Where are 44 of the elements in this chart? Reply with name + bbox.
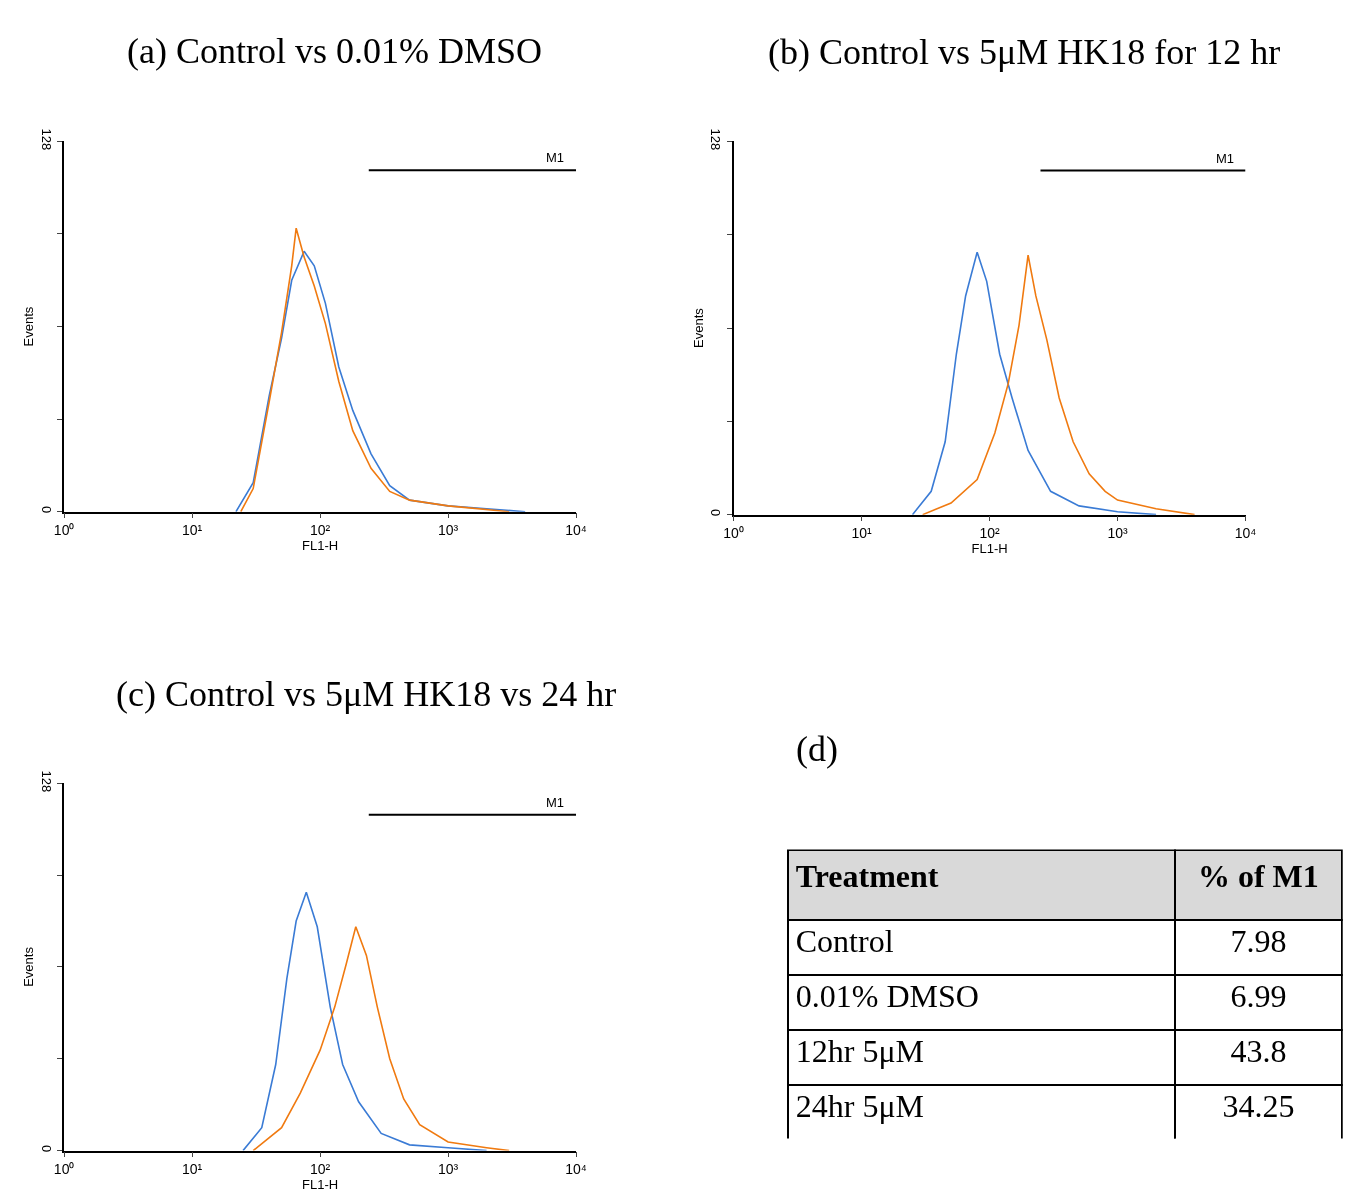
series-label: M1 (546, 150, 565, 165)
text: Treatment (795, 858, 939, 895)
y-tick-label: 0 (38, 506, 54, 514)
x-tick-label: 10³ (1107, 525, 1128, 542)
x-tick-label: 10² (979, 525, 1001, 542)
x-tick-label: 10⁰ (53, 522, 75, 539)
category-label: 0.01% DMSO (795, 978, 979, 1015)
x-axis-title: FL1-H (302, 1177, 339, 1193)
x-tick-label: 10³ (437, 522, 459, 539)
x-tick-label: 10¹ (182, 522, 203, 539)
series-label: M1 (1216, 151, 1235, 166)
y-tick-label: 128 (38, 770, 54, 793)
category-label: 12hr 5μM (795, 1033, 924, 1070)
x-axis-title: FL1-H (302, 538, 339, 554)
x-tick-label: 10⁰ (53, 1161, 75, 1178)
y-axis-title: Events (21, 946, 37, 987)
text: 34.25 (1222, 1088, 1295, 1125)
category-label: 24hr 5μM (795, 1088, 924, 1125)
category-label: Control (795, 923, 894, 960)
x-tick-label: 10² (309, 1161, 331, 1178)
x-tick-label: 10⁴ (1234, 525, 1257, 542)
x-tick-label: 10² (309, 522, 331, 539)
y-tick-label: 0 (38, 1145, 54, 1153)
text: 43.8 (1230, 1033, 1287, 1070)
text: (d) (796, 729, 838, 769)
chart-title: (a) Control vs 0.01% DMSO (127, 31, 542, 71)
y-axis-title: Events (690, 307, 706, 348)
y-tick-label: 0 (708, 509, 724, 517)
x-axis-title: FL1-H (971, 541, 1008, 557)
text: % of M1 (1197, 858, 1319, 895)
x-tick-label: 10¹ (851, 525, 873, 542)
x-tick-label: 10⁴ (565, 1161, 587, 1178)
x-tick-label: 10⁰ (723, 525, 744, 542)
x-tick-label: 10⁴ (565, 522, 587, 539)
x-tick-label: 10³ (437, 1161, 459, 1178)
text: 7.98 (1230, 923, 1287, 960)
y-tick-label: 128 (38, 128, 54, 151)
chart-title: (b) Control vs 5μM HK18 for 12 hr (768, 32, 1281, 72)
y-tick-label: 128 (708, 128, 724, 151)
series-label: M1 (546, 795, 565, 810)
y-axis-title: Events (21, 306, 37, 347)
text: 6.99 (1230, 978, 1287, 1015)
chart-title: (c) Control vs 5μM HK18 vs 24 hr (116, 674, 617, 714)
x-tick-label: 10¹ (182, 1161, 203, 1178)
